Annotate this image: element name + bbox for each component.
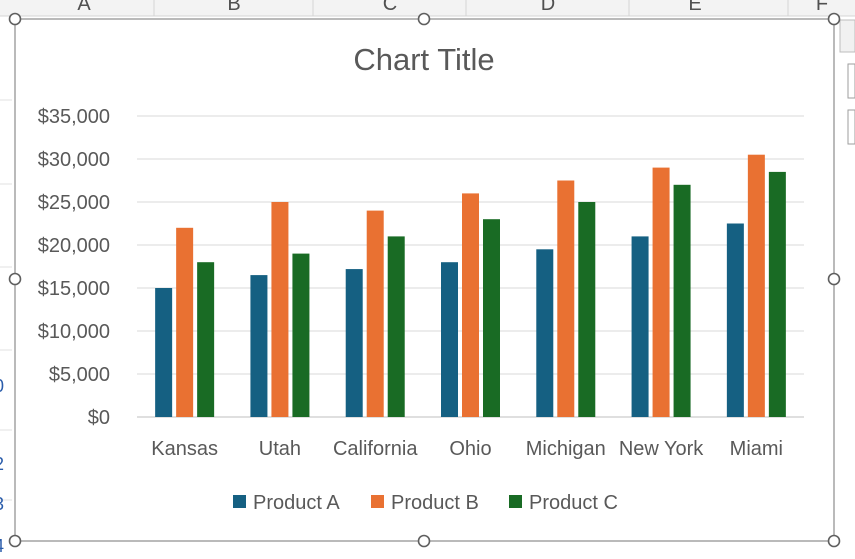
bar-product-a[interactable]	[250, 275, 268, 417]
bar-product-c[interactable]	[578, 202, 596, 417]
resize-handle[interactable]	[8, 12, 22, 26]
y-tick-label: $25,000	[38, 192, 110, 214]
y-tick-label: $5,000	[49, 364, 110, 386]
column-header-bar	[0, 0, 855, 16]
x-tick-label: Utah	[259, 438, 301, 460]
column-header-c[interactable]: C	[383, 0, 397, 15]
column-header-b[interactable]: B	[227, 0, 240, 15]
resize-handle[interactable]	[417, 534, 431, 548]
bar-product-a[interactable]	[536, 249, 554, 417]
resize-handle[interactable]	[827, 534, 841, 548]
bar-product-b[interactable]	[557, 180, 575, 418]
resize-handle[interactable]	[8, 534, 22, 548]
row-fragment: 4	[0, 536, 4, 556]
x-tick-label: New York	[619, 438, 704, 460]
row-fragment: 2	[0, 454, 4, 474]
resize-handle[interactable]	[417, 12, 431, 26]
side-cell[interactable]	[839, 19, 855, 53]
y-tick-label: $35,000	[38, 106, 110, 128]
selection-handles[interactable]	[8, 12, 841, 548]
bar-product-b[interactable]	[462, 193, 479, 417]
column-header-d[interactable]: D	[541, 0, 555, 15]
chart-area[interactable]	[14, 18, 835, 542]
bar-product-b[interactable]	[366, 210, 384, 417]
bar-product-b[interactable]	[271, 202, 289, 417]
y-axis-labels: $0 $5,000 $10,000 $15,000 $20,000 $25,000 $30,…	[38, 106, 110, 429]
y-tick-label: $20,000	[38, 235, 110, 257]
resize-handle[interactable]	[8, 272, 22, 286]
bar-product-c[interactable]	[768, 171, 786, 417]
bar-product-b[interactable]	[176, 227, 194, 417]
legend-swatch	[233, 495, 246, 508]
x-tick-label: California	[333, 438, 418, 460]
chart-legend[interactable]: Product A Product B Product C	[233, 492, 618, 514]
y-tick-label: $30,000	[38, 149, 110, 171]
row-fragment: 3	[0, 494, 4, 514]
bar-product-b[interactable]	[652, 167, 670, 417]
bar-product-c[interactable]	[387, 236, 405, 417]
x-axis-labels: Kansas Utah California Ohio Michigan New York…	[151, 438, 783, 460]
bar-product-b[interactable]	[747, 154, 765, 417]
bar-product-c[interactable]	[197, 262, 215, 417]
bar-product-a[interactable]	[345, 269, 363, 417]
chart-title[interactable]: Chart Title	[353, 42, 494, 77]
y-tick-label: $15,000	[38, 278, 110, 300]
bar-product-c[interactable]	[483, 219, 500, 417]
chart-bars	[155, 154, 786, 418]
x-tick-label: Miami	[730, 438, 783, 460]
y-tick-label: $0	[88, 407, 110, 429]
bar-product-a[interactable]	[441, 262, 458, 417]
x-tick-label: Michigan	[526, 438, 606, 460]
resize-handle[interactable]	[827, 12, 841, 26]
resize-handle[interactable]	[827, 272, 841, 286]
side-cell[interactable]	[847, 63, 855, 99]
legend-swatch	[509, 495, 522, 508]
column-header-f[interactable]: F	[816, 0, 828, 15]
row-fragment: 0	[0, 376, 4, 396]
legend-label: Product B	[391, 492, 479, 514]
bar-product-a[interactable]	[726, 223, 744, 418]
column-header-a[interactable]: A	[77, 0, 91, 15]
legend-label: Product C	[529, 492, 618, 514]
y-tick-label: $10,000	[38, 321, 110, 343]
x-tick-label: Kansas	[151, 438, 218, 460]
bar-product-c[interactable]	[292, 253, 310, 417]
x-tick-label: Ohio	[449, 438, 491, 460]
bar-product-a[interactable]	[631, 236, 649, 417]
column-header-e[interactable]: E	[688, 0, 701, 15]
side-cell[interactable]	[847, 109, 855, 145]
bar-product-a[interactable]	[155, 288, 173, 417]
legend-swatch	[371, 495, 384, 508]
legend-label: Product A	[253, 492, 340, 514]
bar-product-c[interactable]	[673, 184, 691, 417]
